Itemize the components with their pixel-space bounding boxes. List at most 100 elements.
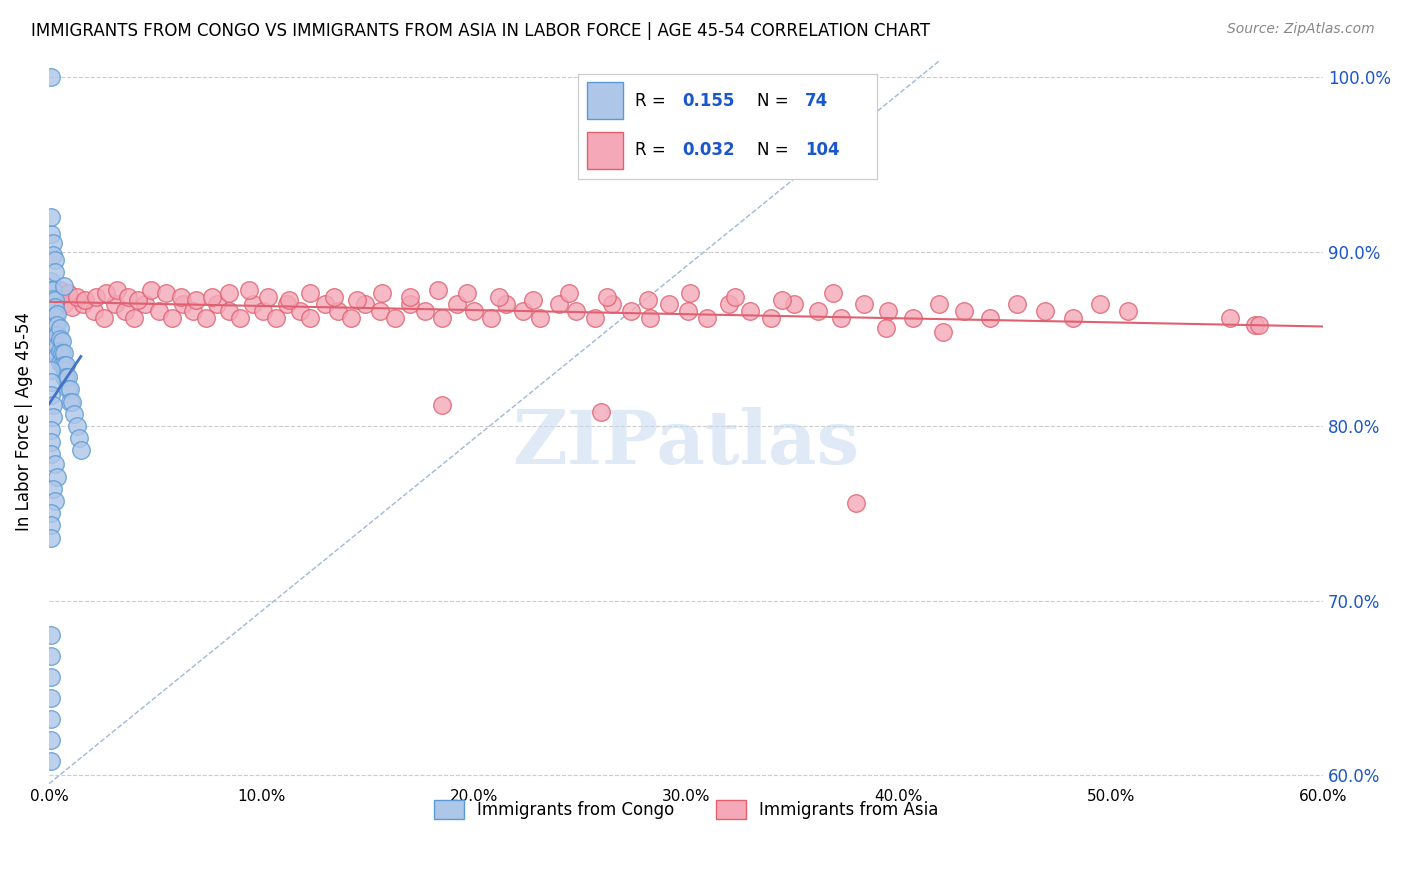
Text: ZIPatlas: ZIPatlas — [513, 407, 859, 480]
Point — [51, 334, 73, 348]
Point — [299, 310, 322, 325]
Point — [299, 286, 322, 301]
Point — [430, 398, 453, 412]
Point — [52, 370, 75, 384]
Point — [44, 318, 66, 332]
Point — [69, 443, 91, 458]
Point — [807, 304, 830, 318]
Point — [42, 410, 65, 425]
Point — [72, 297, 94, 311]
Point — [399, 297, 422, 311]
Point — [44, 335, 66, 350]
Point — [46, 339, 69, 353]
Point — [201, 290, 224, 304]
Point — [252, 304, 274, 318]
Point — [44, 265, 66, 279]
Point — [339, 310, 361, 325]
Point — [39, 518, 62, 533]
Point — [59, 394, 82, 409]
Point — [39, 210, 62, 224]
Point — [39, 649, 62, 664]
Point — [1033, 304, 1056, 318]
Point — [51, 345, 73, 359]
Point — [84, 290, 107, 304]
Point — [56, 383, 79, 397]
Point — [1007, 297, 1029, 311]
Point — [738, 304, 761, 318]
Point — [1219, 310, 1241, 325]
Point — [600, 297, 623, 311]
Point — [44, 494, 66, 508]
Point — [148, 304, 170, 318]
Point — [495, 297, 517, 311]
Point — [39, 733, 62, 747]
Point — [42, 248, 65, 262]
Point — [52, 345, 75, 359]
Point — [195, 310, 218, 325]
Point — [39, 274, 62, 288]
Point — [63, 407, 86, 421]
Point — [346, 293, 368, 308]
Point — [39, 70, 62, 84]
Point — [876, 304, 898, 318]
Point — [46, 349, 69, 363]
Point — [591, 405, 613, 419]
Point — [44, 309, 66, 323]
Point — [48, 283, 70, 297]
Point — [620, 304, 643, 318]
Point — [399, 290, 422, 304]
Point — [759, 310, 782, 325]
Point — [39, 447, 62, 461]
Text: Source: ZipAtlas.com: Source: ZipAtlas.com — [1227, 22, 1375, 37]
Point — [44, 293, 66, 308]
Point — [117, 290, 139, 304]
Point — [65, 419, 87, 434]
Point — [479, 310, 502, 325]
Point — [875, 321, 897, 335]
Point — [218, 286, 240, 301]
Point — [288, 304, 311, 318]
Point — [44, 326, 66, 341]
Point — [488, 290, 510, 304]
Point — [522, 293, 544, 308]
Point — [39, 227, 62, 241]
Point — [122, 310, 145, 325]
Point — [39, 376, 62, 390]
Point — [39, 423, 62, 437]
Point — [96, 286, 118, 301]
Point — [46, 328, 69, 343]
Point — [903, 310, 925, 325]
Point — [93, 310, 115, 325]
Point — [430, 310, 453, 325]
Point — [724, 290, 747, 304]
Point — [679, 286, 702, 301]
Point — [39, 434, 62, 449]
Point — [637, 293, 659, 308]
Point — [1244, 318, 1267, 332]
Point — [51, 358, 73, 372]
Point — [596, 290, 619, 304]
Point — [39, 283, 62, 297]
Point — [638, 310, 661, 325]
Point — [264, 310, 287, 325]
Point — [368, 304, 391, 318]
Point — [44, 343, 66, 358]
Point — [48, 332, 70, 346]
Point — [60, 301, 83, 315]
Point — [104, 297, 127, 311]
Point — [44, 458, 66, 472]
Point — [979, 310, 1001, 325]
Point — [46, 307, 69, 321]
Point — [134, 297, 156, 311]
Point — [42, 321, 65, 335]
Point — [39, 387, 62, 401]
Point — [42, 398, 65, 412]
Point — [322, 290, 344, 304]
Point — [783, 297, 806, 311]
Point — [928, 297, 950, 311]
Point — [242, 297, 264, 311]
Point — [56, 286, 79, 301]
Point — [717, 297, 740, 311]
Point — [558, 286, 581, 301]
Point — [42, 482, 65, 496]
